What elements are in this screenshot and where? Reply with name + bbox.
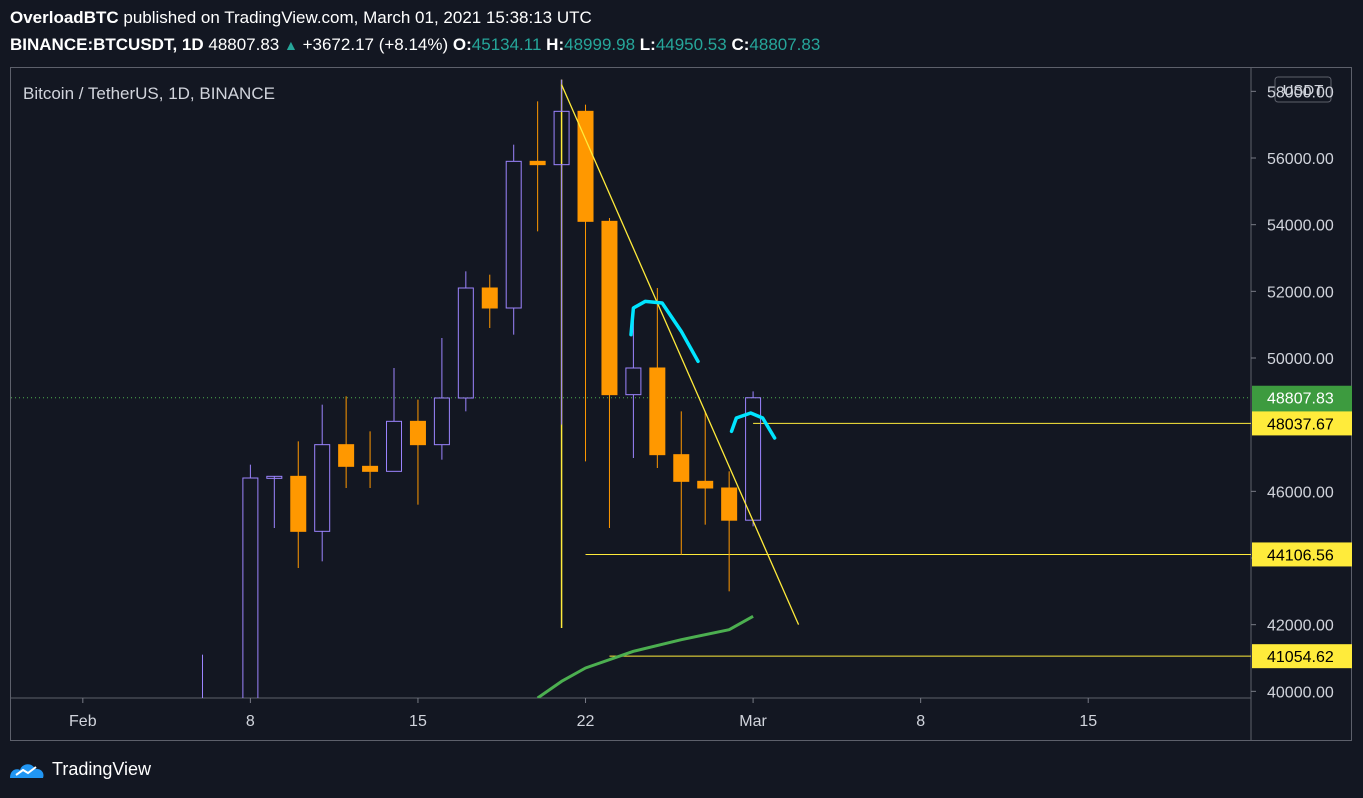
close-label: C:	[731, 35, 750, 54]
candle-bear	[338, 444, 355, 467]
candle-bull	[386, 420, 403, 472]
high-label: H:	[546, 35, 565, 54]
open-label: O:	[452, 35, 472, 54]
symbol-label: BINANCE:BTCUSDT, 1D	[10, 35, 204, 54]
currency-label: USDT	[1283, 82, 1324, 99]
candle-bull	[505, 160, 522, 309]
high-value: 48999.98	[564, 35, 636, 54]
up-arrow-icon: ▲	[284, 37, 298, 53]
tradingview-logo: TradingView	[8, 758, 151, 780]
candle-bear	[601, 220, 618, 396]
candle-bull	[195, 715, 210, 758]
support-level-badge-box	[1252, 644, 1352, 669]
candle-bear	[697, 480, 714, 489]
candle-bull	[625, 367, 642, 396]
x-tick-label: Mar	[739, 713, 767, 730]
x-tick-label: 15	[1079, 713, 1097, 730]
y-tick-label: 54000.00	[1267, 218, 1334, 235]
candle-bear	[721, 487, 738, 521]
candle-bear	[577, 110, 594, 222]
tradingview-brand: TradingView	[52, 758, 152, 779]
support-level-badge-label: 41054.62	[1267, 649, 1334, 666]
candle-bull	[433, 397, 450, 446]
low-label: L:	[639, 35, 656, 54]
last-price: 48807.83	[208, 35, 280, 54]
plot-area	[11, 79, 1251, 758]
publish-info: OverloadBTC published on TradingView.com…	[10, 8, 592, 28]
price-change: +3672.17 (+8.14%)	[302, 35, 449, 54]
y-tick-label: 56000.00	[1267, 151, 1334, 168]
ohlc-header: BINANCE:BTCUSDT, 1D 48807.83 ▲ +3672.17 …	[10, 35, 820, 55]
candle-bull	[457, 287, 474, 399]
open-value: 45134.11	[471, 35, 542, 54]
published-text: published on TradingView.com, March 01, …	[123, 8, 592, 27]
x-tick-label: 22	[577, 713, 595, 730]
close-value: 48807.83	[749, 35, 821, 54]
y-tick-label: 58000.00	[1267, 84, 1334, 101]
currency-box	[1274, 76, 1332, 103]
x-tick-label: 15	[409, 713, 427, 730]
annotation-arc	[729, 411, 777, 440]
candle-bear	[529, 160, 546, 166]
y-tick-label: 42000.00	[1267, 618, 1334, 635]
candle-bear	[673, 454, 690, 482]
annotation-arc	[629, 299, 700, 364]
y-tick-label: 46000.00	[1267, 484, 1334, 501]
low-value: 44950.53	[655, 35, 727, 54]
descending-trendline	[560, 84, 800, 625]
candle-bear	[290, 475, 307, 532]
last-price-badge-label: 48807.83	[1267, 391, 1334, 408]
candle-bear	[481, 287, 498, 309]
support-level-badge-label: 44106.56	[1267, 547, 1334, 564]
support-level-badge-box	[1252, 542, 1352, 567]
moving-average-line	[536, 615, 754, 698]
x-tick-label: 8	[246, 713, 255, 730]
support-level-badge-box	[1252, 411, 1352, 436]
support-level-badge-label: 48037.67	[1267, 416, 1334, 433]
y-tick-label: 52000.00	[1267, 284, 1334, 301]
chart-title: Bitcoin / TetherUS, 1D, BINANCE	[23, 84, 275, 103]
candle-bull	[266, 475, 283, 479]
x-tick-label: 8	[916, 713, 925, 730]
author-name: OverloadBTC	[10, 8, 119, 27]
candle-bull	[553, 110, 570, 166]
candle-bear	[649, 367, 666, 456]
tradingview-logo-icon	[10, 764, 44, 778]
candle-bear	[362, 465, 379, 472]
candle-bear	[409, 420, 426, 446]
candle-bull	[242, 477, 259, 698]
y-tick-label: 50000.00	[1267, 351, 1334, 368]
candle-bull	[314, 444, 331, 532]
y-tick-label: 40000.00	[1267, 684, 1334, 701]
x-tick-label: Feb	[69, 713, 97, 730]
